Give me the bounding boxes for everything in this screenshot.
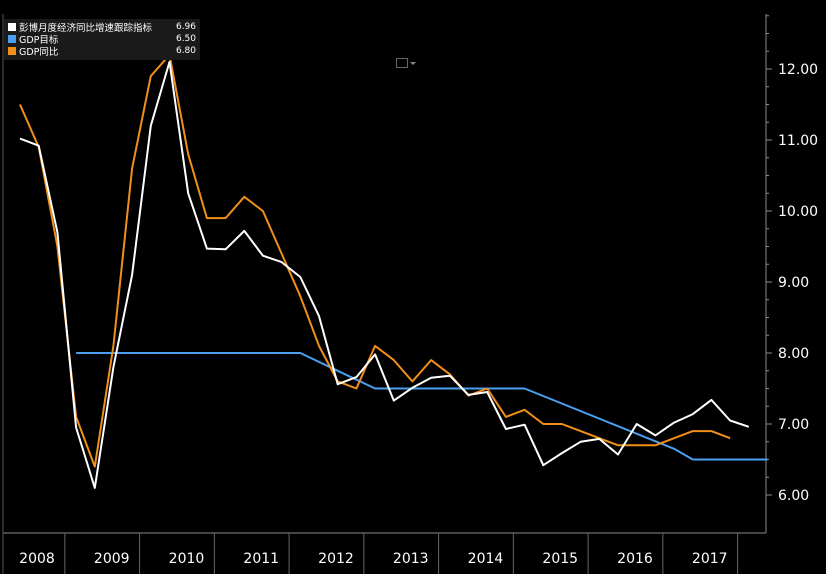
legend-swatch [8, 47, 16, 55]
legend-label: GDP目标 [19, 35, 59, 46]
legend-value: 6.80 [175, 46, 197, 56]
legend-label: GDP同比 [19, 47, 59, 58]
y-tick-label-6.00: 6.00 [778, 488, 809, 504]
y-tick-label-12.00: 12.00 [778, 62, 818, 78]
chart-type-selector[interactable] [396, 57, 418, 69]
legend-label: 彭博月度经济同比增速跟踪指标 [19, 23, 153, 34]
y-ticks: 6.00 7.00 8.00 9.00 10.00 11.00 12.00 [766, 15, 818, 504]
legend-item-gdp-target: GDP目标 6.50 [8, 33, 197, 46]
x-tick-labels: 2008 2009 2010 2011 2012 2013 2014 2015 2016 2017 [19, 551, 727, 567]
series-line-monthly-tracker [19, 60, 750, 489]
legend-swatch [8, 35, 16, 43]
x-tick-label-2008: 2008 [19, 551, 55, 567]
legend-value: 6.50 [175, 34, 197, 44]
x-tick-label-2010: 2010 [169, 551, 205, 567]
legend-swatch [8, 23, 16, 31]
series-line-gdp-target [76, 352, 768, 461]
chevron-down-icon[interactable] [410, 61, 416, 65]
y-tick-label-8.00: 8.00 [778, 346, 809, 362]
y-tick-label-11.00: 11.00 [778, 133, 818, 149]
x-tick-label-2013: 2013 [393, 551, 429, 567]
series-line-gdp-yoy [19, 53, 731, 468]
x-tick-label-2017: 2017 [692, 551, 728, 567]
legend-item-gdp-yoy: GDP同比 6.80 [8, 45, 197, 58]
legend-value: 6.96 [175, 22, 197, 32]
line-chart-icon[interactable] [396, 58, 408, 68]
legend-item-monthly-tracker: 彭博月度经济同比增速跟踪指标 6.96 [8, 21, 197, 34]
legend: 彭博月度经济同比增速跟踪指标 6.96 GDP目标 6.50 GDP同比 6.8… [4, 19, 201, 60]
x-tick-label-2016: 2016 [617, 551, 653, 567]
year-dividers [64, 533, 739, 574]
series [19, 53, 768, 489]
x-tick-label-2014: 2014 [468, 551, 504, 567]
y-tick-label-10.00: 10.00 [778, 204, 818, 220]
x-tick-label-2009: 2009 [94, 551, 130, 567]
x-tick-label-2011: 2011 [243, 551, 279, 567]
y-tick-label-9.00: 9.00 [778, 275, 809, 291]
x-tick-label-2015: 2015 [542, 551, 578, 567]
axes [2, 14, 767, 574]
y-tick-label-7.00: 7.00 [778, 417, 809, 433]
x-tick-label-2012: 2012 [318, 551, 354, 567]
